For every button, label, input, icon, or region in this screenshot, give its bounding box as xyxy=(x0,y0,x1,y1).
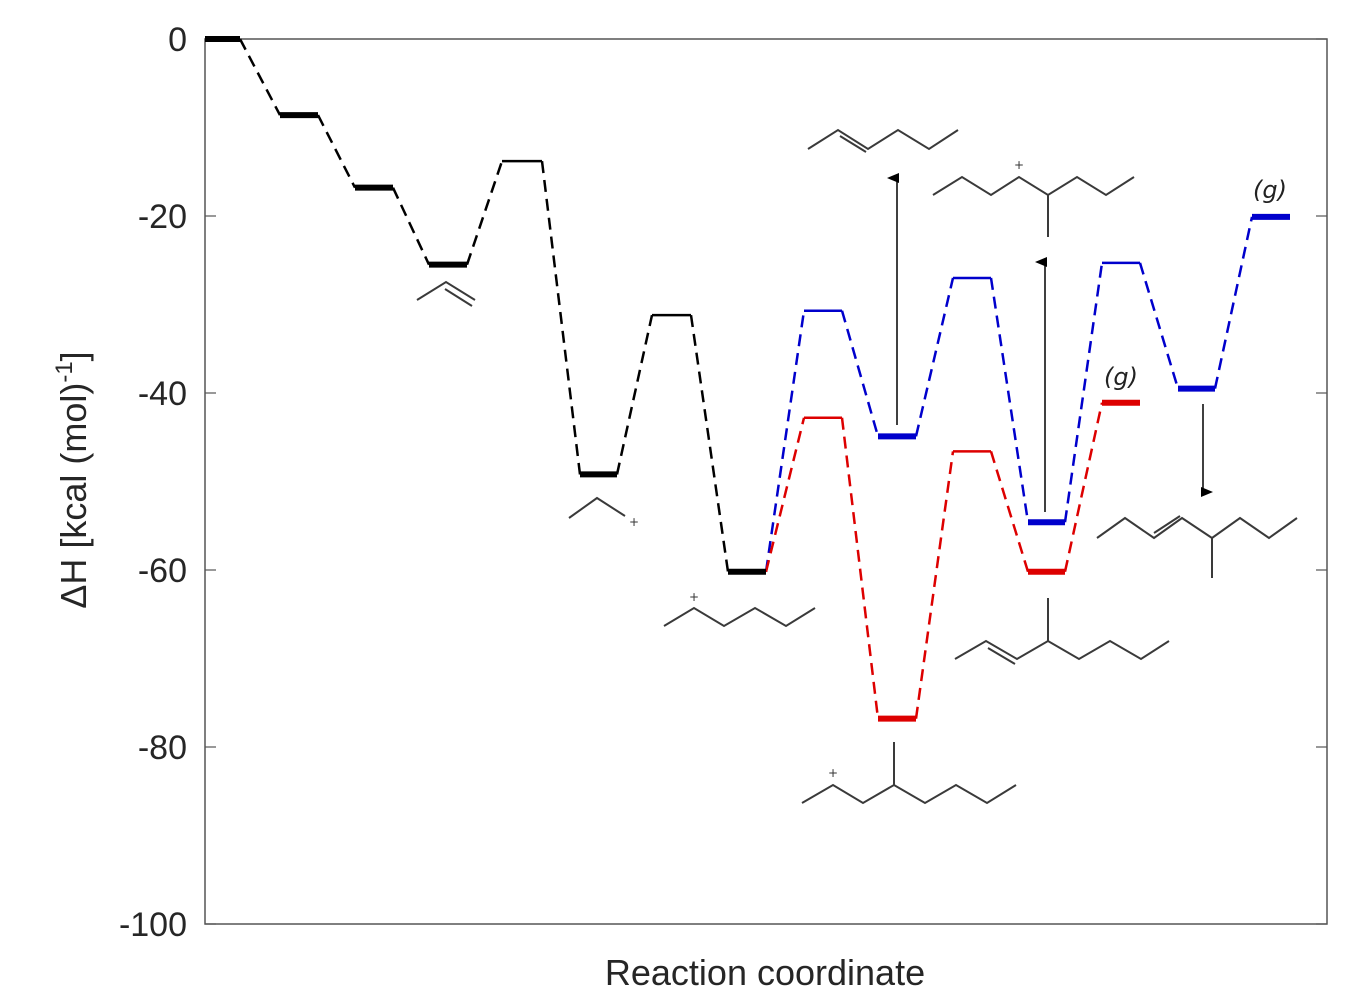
connector xyxy=(1063,402,1104,573)
gas-phase-label-blue: (g) xyxy=(1253,176,1287,204)
connector xyxy=(989,277,1030,523)
connector xyxy=(391,187,431,266)
gas-phase-label-red: (g) xyxy=(1104,363,1138,391)
connector xyxy=(764,310,806,572)
connector xyxy=(840,417,880,719)
blue-pathway xyxy=(764,213,1290,572)
connector xyxy=(316,114,357,189)
connector xyxy=(238,38,282,116)
svg-text:+: + xyxy=(828,766,838,780)
connector xyxy=(1213,216,1254,389)
y-tick-label: -40 xyxy=(138,375,187,413)
y-axis-ticks xyxy=(205,38,1327,925)
energy-pathways xyxy=(205,36,1290,722)
branched-nonene-right-structure-icon xyxy=(1096,515,1298,578)
connector xyxy=(1138,262,1180,389)
connector xyxy=(764,417,806,573)
svg-text:+: + xyxy=(689,590,699,604)
y-tick-label: -20 xyxy=(138,198,187,236)
svg-text:ΔH [kcal (mol)-1]: ΔH [kcal (mol)-1] xyxy=(51,351,94,608)
branched-cation-lower-structure-icon: + xyxy=(801,742,1017,805)
y-axis-title: ΔH [kcal (mol)-1] xyxy=(51,351,94,608)
connector xyxy=(989,451,1030,573)
red-pathway xyxy=(764,399,1140,722)
connector xyxy=(615,314,654,475)
propene-structure-icon xyxy=(416,280,476,307)
y-tick-label: -100 xyxy=(119,906,187,944)
y-tick-label: -60 xyxy=(138,552,187,590)
hexene-structure-icon xyxy=(807,128,959,153)
connector xyxy=(840,310,880,437)
x-axis-title: Reaction coordinate xyxy=(605,952,925,993)
y-tick-label: 0 xyxy=(168,21,187,59)
connector xyxy=(540,160,582,475)
propyl-cation-structure-icon: + xyxy=(568,496,639,529)
hexyl-cation-structure-icon: + xyxy=(663,590,816,628)
svg-text:+: + xyxy=(1014,158,1024,172)
branched-cation-upper-structure-icon: + xyxy=(932,158,1135,237)
y-tick-label: -80 xyxy=(138,729,187,767)
connector xyxy=(1063,262,1104,523)
connector xyxy=(465,160,504,266)
plot-frame xyxy=(204,38,1328,925)
connector xyxy=(914,277,955,437)
svg-text:+: + xyxy=(629,515,639,529)
connector xyxy=(914,451,955,719)
common-pathway xyxy=(205,36,766,575)
y-axis-tick-labels: 0 -20 -40 -60 -80 -100 xyxy=(119,21,187,944)
connector xyxy=(689,314,730,572)
branched-nonene-lower-structure-icon xyxy=(954,598,1170,665)
